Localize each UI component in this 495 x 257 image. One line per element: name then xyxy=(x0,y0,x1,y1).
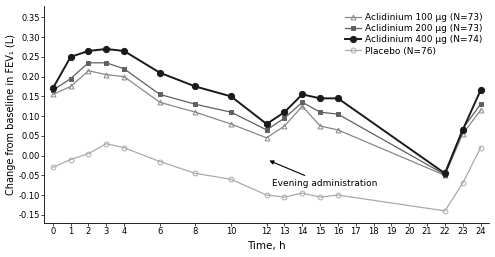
Aclidinium 400 µg (N=74) xyxy=(282,111,288,114)
Placebo (N=76) xyxy=(460,182,466,185)
Aclidinium 200 µg (N=73) xyxy=(193,103,198,106)
Line: Aclidinium 400 µg (N=74): Aclidinium 400 µg (N=74) xyxy=(50,46,484,177)
Aclidinium 400 µg (N=74) xyxy=(264,123,270,126)
Aclidinium 100 µg (N=73) xyxy=(68,85,74,88)
Text: Evening administration: Evening administration xyxy=(270,161,377,188)
Line: Aclidinium 100 µg (N=73): Aclidinium 100 µg (N=73) xyxy=(50,68,483,178)
Placebo (N=76) xyxy=(317,196,323,199)
Placebo (N=76) xyxy=(193,172,198,175)
Aclidinium 400 µg (N=74) xyxy=(228,95,234,98)
Aclidinium 200 µg (N=73) xyxy=(121,67,127,70)
Aclidinium 100 µg (N=73) xyxy=(442,174,448,177)
Placebo (N=76) xyxy=(282,196,288,199)
Placebo (N=76) xyxy=(103,142,109,145)
Aclidinium 400 µg (N=74) xyxy=(157,71,163,74)
Placebo (N=76) xyxy=(228,178,234,181)
Aclidinium 100 µg (N=73) xyxy=(317,124,323,127)
Legend: Aclidinium 100 µg (N=73), Aclidinium 200 µg (N=73), Aclidinium 400 µg (N=74), Pl: Aclidinium 100 µg (N=73), Aclidinium 200… xyxy=(342,10,485,58)
Aclidinium 200 µg (N=73) xyxy=(335,113,341,116)
Placebo (N=76) xyxy=(68,158,74,161)
Placebo (N=76) xyxy=(442,209,448,213)
Aclidinium 400 µg (N=74) xyxy=(103,48,109,51)
Aclidinium 100 µg (N=73) xyxy=(299,105,305,108)
Aclidinium 200 µg (N=73) xyxy=(68,77,74,80)
Aclidinium 100 µg (N=73) xyxy=(335,128,341,132)
Aclidinium 100 µg (N=73) xyxy=(121,75,127,78)
Placebo (N=76) xyxy=(478,146,484,149)
Aclidinium 400 µg (N=74) xyxy=(193,85,198,88)
Aclidinium 100 µg (N=73) xyxy=(478,109,484,112)
Aclidinium 100 µg (N=73) xyxy=(103,73,109,76)
Aclidinium 100 µg (N=73) xyxy=(282,124,288,127)
Aclidinium 200 µg (N=73) xyxy=(282,116,288,120)
Placebo (N=76) xyxy=(50,166,56,169)
Aclidinium 200 µg (N=73) xyxy=(103,61,109,64)
Placebo (N=76) xyxy=(335,194,341,197)
Aclidinium 400 µg (N=74) xyxy=(121,49,127,52)
Aclidinium 100 µg (N=73) xyxy=(157,101,163,104)
Placebo (N=76) xyxy=(299,191,305,195)
Aclidinium 200 µg (N=73) xyxy=(228,111,234,114)
Aclidinium 100 µg (N=73) xyxy=(264,136,270,139)
Placebo (N=76) xyxy=(86,152,92,155)
Aclidinium 200 µg (N=73) xyxy=(299,101,305,104)
Aclidinium 200 µg (N=73) xyxy=(317,111,323,114)
Line: Aclidinium 200 µg (N=73): Aclidinium 200 µg (N=73) xyxy=(50,60,483,177)
Placebo (N=76) xyxy=(157,160,163,163)
X-axis label: Time, h: Time, h xyxy=(248,241,286,251)
Aclidinium 100 µg (N=73) xyxy=(460,132,466,135)
Aclidinium 200 µg (N=73) xyxy=(264,128,270,132)
Aclidinium 400 µg (N=74) xyxy=(86,49,92,52)
Line: Placebo (N=76): Placebo (N=76) xyxy=(50,141,483,213)
Aclidinium 400 µg (N=74) xyxy=(68,55,74,58)
Placebo (N=76) xyxy=(264,194,270,197)
Aclidinium 400 µg (N=74) xyxy=(299,93,305,96)
Aclidinium 200 µg (N=73) xyxy=(50,89,56,92)
Aclidinium 100 µg (N=73) xyxy=(193,111,198,114)
Aclidinium 100 µg (N=73) xyxy=(228,123,234,126)
Aclidinium 200 µg (N=73) xyxy=(442,173,448,176)
Y-axis label: Change from baseline in FEV₁ (L): Change from baseline in FEV₁ (L) xyxy=(5,34,15,195)
Aclidinium 400 µg (N=74) xyxy=(442,172,448,175)
Aclidinium 400 µg (N=74) xyxy=(50,87,56,90)
Aclidinium 400 µg (N=74) xyxy=(335,97,341,100)
Aclidinium 200 µg (N=73) xyxy=(86,61,92,64)
Aclidinium 200 µg (N=73) xyxy=(460,127,466,130)
Aclidinium 400 µg (N=74) xyxy=(478,89,484,92)
Aclidinium 400 µg (N=74) xyxy=(460,128,466,132)
Aclidinium 200 µg (N=73) xyxy=(157,93,163,96)
Aclidinium 100 µg (N=73) xyxy=(86,69,92,72)
Aclidinium 400 µg (N=74) xyxy=(317,97,323,100)
Aclidinium 200 µg (N=73) xyxy=(478,103,484,106)
Aclidinium 100 µg (N=73) xyxy=(50,93,56,96)
Placebo (N=76) xyxy=(121,146,127,149)
